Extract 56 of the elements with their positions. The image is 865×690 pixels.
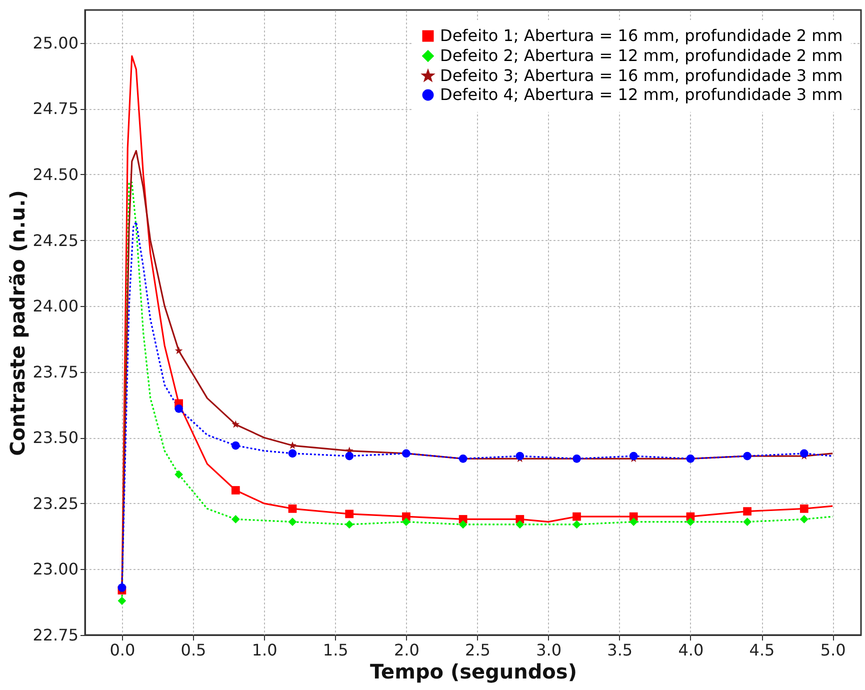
x-axis-title: Tempo (segundos)	[370, 660, 577, 684]
point	[516, 520, 524, 529]
y-tick-label: 24.25	[32, 230, 78, 250]
x-tick-label: 3.0	[536, 640, 562, 660]
point	[345, 520, 354, 529]
y-tick-label: 25.00	[32, 33, 78, 52]
point	[232, 420, 240, 428]
x-tick-label: 4.0	[678, 640, 704, 660]
legend-label: Defeito 2; Abertura = 12 mm, profundidade 2 mm	[440, 46, 843, 65]
x-tick-label: 1.5	[322, 640, 348, 660]
point	[231, 441, 240, 450]
point	[743, 518, 752, 526]
point	[118, 583, 126, 592]
point	[345, 510, 354, 518]
point	[572, 520, 581, 529]
y-tick-label: 23.25	[32, 494, 78, 513]
point	[402, 518, 410, 526]
point	[800, 504, 808, 513]
x-tick-label: 0.5	[180, 640, 206, 660]
point	[174, 346, 183, 354]
x-tick-label: 1.0	[252, 640, 278, 660]
point	[231, 515, 240, 524]
x-tick-label: 3.5	[607, 640, 633, 660]
y-tick-label: 24.75	[32, 99, 78, 118]
legend-label: Defeito 4; Abertura = 12 mm, profundidade 3 mm	[440, 85, 843, 104]
x-tick-label: 5.0	[820, 640, 846, 660]
x-tick-label: 4.5	[749, 640, 775, 660]
point	[174, 404, 183, 413]
point	[800, 449, 808, 458]
x-tick-label: 0.0	[110, 640, 136, 660]
point	[516, 452, 524, 460]
point	[629, 452, 638, 460]
point	[686, 518, 695, 526]
point	[458, 520, 468, 529]
y-tick-label: 23.75	[32, 362, 78, 382]
legend-label: Defeito 1; Abertura = 16 mm, profundidade 2 mm	[440, 26, 843, 45]
legend-label: Defeito 3; Abertura = 16 mm, profundidade 3 mm	[440, 66, 843, 85]
point	[572, 512, 581, 521]
point	[288, 518, 297, 526]
point	[629, 518, 638, 526]
point	[118, 596, 126, 605]
point	[743, 507, 752, 516]
point	[288, 449, 297, 458]
y-tick-label: 24.50	[32, 164, 78, 184]
point	[345, 452, 354, 460]
point	[231, 486, 240, 494]
y-axis-title: Contraste padrão (n.u.)	[6, 190, 30, 456]
point	[174, 470, 183, 479]
y-tick-label: 23.50	[32, 428, 78, 448]
y-tick-label: 24.00	[32, 296, 78, 316]
y-tick-label: 22.75	[32, 626, 78, 644]
point	[288, 504, 297, 513]
x-tick-label: 2.0	[394, 640, 420, 660]
point	[800, 515, 808, 524]
y-tick-label: 23.00	[32, 560, 78, 579]
x-tick-label: 2.5	[465, 640, 490, 660]
